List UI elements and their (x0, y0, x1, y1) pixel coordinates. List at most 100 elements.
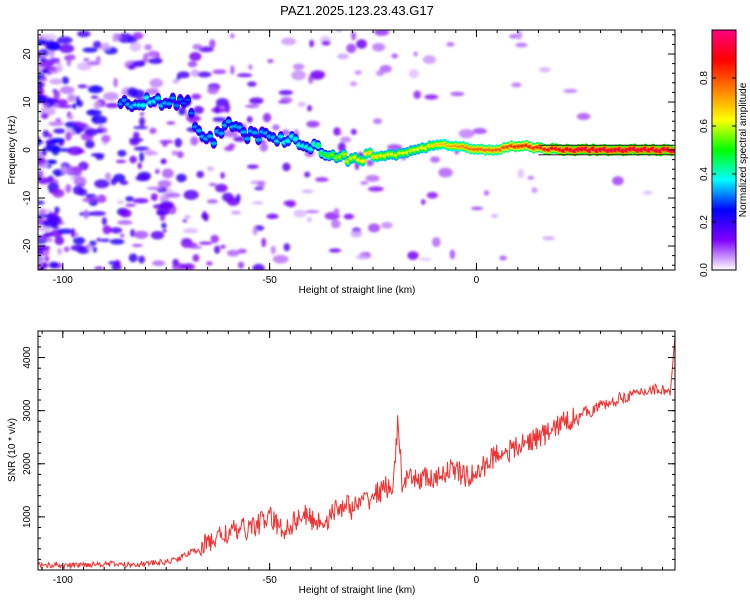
spectrogram-noise-blob (41, 76, 47, 82)
spectrogram-noise-blob (130, 228, 135, 238)
spectrogram-noise-blob (172, 258, 179, 267)
spectrogram-noise-blob (206, 199, 219, 204)
spectrogram-noise-blob (38, 177, 50, 185)
spectrogram-noise-blob (309, 39, 315, 48)
spectrogram-noise-blob (38, 208, 46, 216)
spectrogram-noise-blob (82, 47, 98, 53)
spectrogram-noise-blob (304, 171, 311, 178)
spectrogram-noise-blob (184, 215, 191, 219)
spectrogram-noise-blob (44, 255, 50, 262)
spectrogram-noise-blob (38, 216, 44, 226)
spectrogram-noise-blob (340, 136, 352, 143)
spectrogram-noise-blob (67, 94, 77, 102)
spectrogram-noise-blob (94, 266, 104, 270)
spectrogram-noise-blob (162, 229, 167, 233)
spectrogram-noise-blob (262, 112, 272, 123)
spectrogram-noise-blob (277, 100, 289, 104)
spectrogram-noise-blob (246, 164, 259, 169)
spectrogram-noise-blob (38, 245, 51, 252)
spectrogram-noise-blob (86, 61, 101, 66)
spectrogram-noise-blob (321, 40, 331, 46)
spectrogram-noise-blob (54, 236, 65, 246)
spectrogram-noise-blob (612, 176, 624, 186)
spectrogram-noise-blob (114, 259, 121, 267)
spectrogram-noise-blob (147, 50, 160, 58)
spectrogram-noise-blob (90, 211, 106, 216)
spectrogram-noise-blob (119, 180, 129, 186)
spectrogram-noise-blob (182, 227, 199, 234)
spectrogram-noise-blob (337, 53, 349, 60)
spectrogram-noise-blob (131, 243, 143, 248)
spectrogram-noise-blob (181, 242, 198, 248)
spectrogram-noise-blob (472, 128, 487, 135)
spectrogram-ridge-cell (169, 96, 177, 100)
spectrogram-noise-blob (360, 181, 369, 185)
spectrogram-noise-blob (483, 190, 490, 196)
spectrogram-noise-blob (331, 219, 341, 229)
spectrogram-noise-blob (374, 30, 390, 36)
spectrogram-noise-blob (176, 151, 184, 159)
spectrogram-noise-blob (49, 78, 63, 85)
spectrogram-noise-blob (365, 174, 380, 182)
x-tick-label: -100 (53, 575, 73, 586)
spectrogram-noise-blob (270, 245, 276, 255)
spectrogram-noise-blob (38, 237, 48, 241)
spectrogram-noise-blob (59, 86, 75, 95)
spectrogram-noise-blob (40, 113, 49, 119)
spectrogram-noise-blob (38, 51, 42, 59)
spectrogram-ridge-cell (244, 137, 251, 141)
spectrogram-noise-blob (209, 39, 216, 49)
spectrogram-ridge-cell (218, 132, 225, 135)
spectrogram-noise-blob (42, 103, 51, 108)
spectrogram-noise-blob (210, 234, 219, 244)
spectrogram-noise-blob (43, 231, 53, 238)
colorbar-tick-label: 0.2 (699, 215, 710, 229)
spectrogram-noise-blob (47, 237, 53, 243)
spectrogram-noise-blob (189, 52, 202, 62)
spectrogram-noise-blob (119, 233, 125, 238)
spectrogram-noise-blob (351, 31, 356, 41)
spectrogram-noise-blob (198, 241, 213, 245)
spectrogram-noise-blob (426, 191, 439, 199)
spectrogram-noise-blob (90, 95, 99, 99)
spectrogram-ridge-cell (277, 135, 285, 138)
spectrogram-noise-blob (117, 33, 133, 43)
spectrogram-ridge-cell (206, 134, 214, 138)
spectrogram-ridge-cell (165, 102, 173, 105)
spectrogram-noise-blob (237, 261, 245, 269)
spectrogram-noise-blob (56, 36, 73, 44)
spectrogram-noise-blob (156, 210, 168, 216)
spectrogram-noise-blob (366, 159, 374, 167)
spectrogram-noise-blob (431, 237, 441, 248)
spectrogram-noise-blob (146, 186, 163, 190)
spectrogram-noise-blob (58, 44, 75, 54)
spectrogram-noise-blob (132, 60, 146, 67)
spectrogram-noise-blob (224, 129, 239, 138)
spectrogram-noise-blob (65, 184, 72, 194)
spectrogram-noise-blob (307, 105, 312, 112)
spectrogram-noise-blob (458, 128, 475, 139)
spectrogram-noise-blob (542, 236, 555, 241)
y-tick-label: -10 (22, 190, 33, 205)
spectrogram-noise-blob (182, 219, 188, 223)
spectrogram-noise-blob (224, 146, 235, 152)
colorbar-tick-label: 0.4 (699, 167, 710, 181)
spectrogram-noise-blob (214, 183, 228, 193)
spectrogram-noise-blob (531, 187, 538, 194)
spectrogram-noise-blob (61, 76, 70, 85)
spectrogram-noise-blob (291, 70, 306, 81)
spectrogram-noise-blob (38, 157, 46, 165)
spectrogram-noise-blob (53, 90, 61, 100)
spectrogram-noise-blob (236, 73, 253, 78)
spectrogram-noise-blob (192, 254, 200, 262)
spectrogram-noise-blob (367, 186, 384, 192)
spectrogram-noise-blob (157, 180, 172, 188)
spectrogram-noise-blob (89, 240, 97, 246)
spectrogram-noise-blob (450, 91, 465, 97)
spectrogram-noise-blob (117, 220, 133, 225)
spectrogram-noise-blob (48, 133, 53, 139)
spectrogram-noise-blob (413, 51, 418, 57)
spectrogram-noise-blob (261, 237, 267, 248)
spectrogram-noise-blob (93, 101, 101, 110)
